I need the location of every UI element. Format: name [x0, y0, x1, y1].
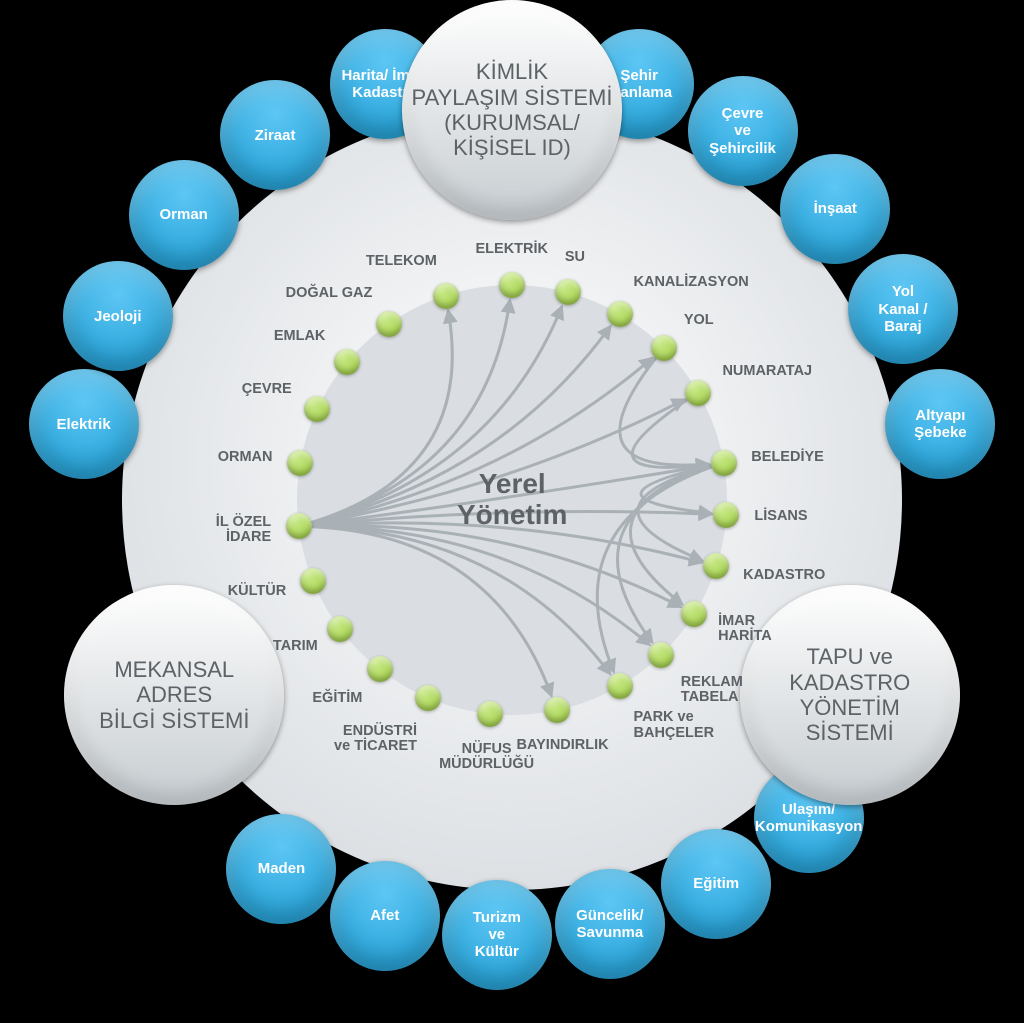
hub-label: KİMLİKPAYLAŞIM SİSTEMİ(KURUMSAL/KİŞİSEL …: [404, 51, 621, 168]
inner-node-label: TELEKOM: [366, 254, 437, 269]
outer-bubble-label: ÇevreveŞehircilik: [703, 99, 782, 163]
outer-bubble-label: AltyapıŞebeke: [908, 401, 973, 448]
inner-node-label: LİSANS: [754, 509, 807, 524]
hub-label: TAPU veKADASTROYÖNETİMSİSTEMİ: [781, 636, 918, 753]
inner-node: [607, 673, 633, 699]
inner-node-label: NUMARATAJ: [722, 364, 812, 379]
inner-node-label: REKLAM TABELA: [681, 675, 743, 705]
inner-node-label: ELEKTRİK: [476, 242, 549, 257]
inner-node-label: EMLAK: [274, 329, 326, 344]
diagram-stage: { "canvas": { "w": 1024, "h": 1023, "bg"…: [0, 0, 1024, 1023]
outer-bubble: Ziraat: [220, 80, 330, 190]
inner-node: [648, 642, 674, 668]
inner-node-label: SU: [565, 250, 585, 265]
inner-node-label: KANALİZASYON: [634, 275, 749, 290]
inner-node-label: PARK ve BAHÇELER: [634, 710, 715, 740]
inner-node-label: NÜFUS MÜDÜRLÜĞÜ: [439, 742, 534, 772]
inner-node-label: ÇEVRE: [242, 382, 292, 397]
inner-node: [651, 335, 677, 361]
outer-bubble: ÇevreveŞehircilik: [688, 76, 798, 186]
inner-node-label: DOĞAL GAZ: [286, 286, 373, 301]
outer-bubble-label: Maden: [252, 854, 312, 883]
outer-bubble: TurizmveKültür: [442, 880, 552, 990]
inner-node-label: KÜLTÜR: [228, 584, 287, 599]
inner-node-label: ENDÜSTRİ ve TİCARET: [334, 724, 417, 754]
center-line1: Yerel: [479, 468, 546, 499]
inner-node: [711, 450, 737, 476]
outer-bubble-label: Orman: [154, 200, 214, 229]
outer-bubble-label: YolKanal /Baraj: [872, 277, 933, 341]
outer-bubble: Eğitim: [661, 829, 771, 939]
inner-node-label: KADASTRO: [743, 568, 825, 583]
inner-node: [433, 283, 459, 309]
outer-bubble-label: Jeoloji: [88, 302, 148, 331]
inner-node-label: ORMAN: [218, 450, 273, 465]
outer-bubble: Güncelik/Savunma: [555, 869, 665, 979]
outer-bubble-label: Eğitim: [687, 869, 745, 898]
outer-bubble: YolKanal /Baraj: [848, 254, 958, 364]
outer-bubble: Maden: [226, 814, 336, 924]
outer-bubble: İnşaat: [780, 154, 890, 264]
outer-bubble-label: Ziraat: [249, 121, 302, 150]
inner-node: [499, 272, 525, 298]
inner-node: [685, 380, 711, 406]
inner-node-label: EĞİTİM: [312, 691, 362, 706]
center-line2: Yönetim: [457, 499, 567, 530]
inner-node-label: İL ÖZEL İDARE: [216, 515, 271, 545]
outer-bubble-label: TurizmveKültür: [467, 903, 527, 967]
hub-top: KİMLİKPAYLAŞIM SİSTEMİ(KURUMSAL/KİŞİSEL …: [402, 0, 622, 220]
hub-label: MEKANSALADRESBİLGİ SİSTEMİ: [91, 649, 257, 741]
inner-node: [607, 301, 633, 327]
outer-bubble: Afet: [330, 861, 440, 971]
inner-node-label: YOL: [684, 313, 714, 328]
outer-bubble: Elektrik: [29, 369, 139, 479]
inner-node: [477, 701, 503, 727]
inner-node: [544, 697, 570, 723]
hub-right: TAPU veKADASTROYÖNETİMSİSTEMİ: [740, 585, 960, 805]
outer-bubble-label: Elektrik: [50, 410, 116, 439]
inner-node: [415, 685, 441, 711]
inner-node-label: TARIM: [273, 639, 318, 654]
inner-node: [376, 311, 402, 337]
center-label: Yerel Yönetim: [457, 469, 567, 531]
inner-node: [300, 568, 326, 594]
inner-node: [334, 349, 360, 375]
inner-node: [286, 513, 312, 539]
hub-left: MEKANSALADRESBİLGİ SİSTEMİ: [64, 585, 284, 805]
inner-node-label: İMAR HARİTA: [718, 614, 772, 644]
outer-bubble-label: Güncelik/Savunma: [570, 901, 650, 948]
inner-node-label: BELEDİYE: [751, 450, 824, 465]
outer-bubble-label: Afet: [364, 901, 405, 930]
inner-node: [287, 450, 313, 476]
inner-node: [367, 656, 393, 682]
outer-bubble: Jeoloji: [63, 261, 173, 371]
outer-bubble-label: İnşaat: [808, 194, 863, 223]
outer-bubble: Orman: [129, 160, 239, 270]
inner-node: [555, 279, 581, 305]
